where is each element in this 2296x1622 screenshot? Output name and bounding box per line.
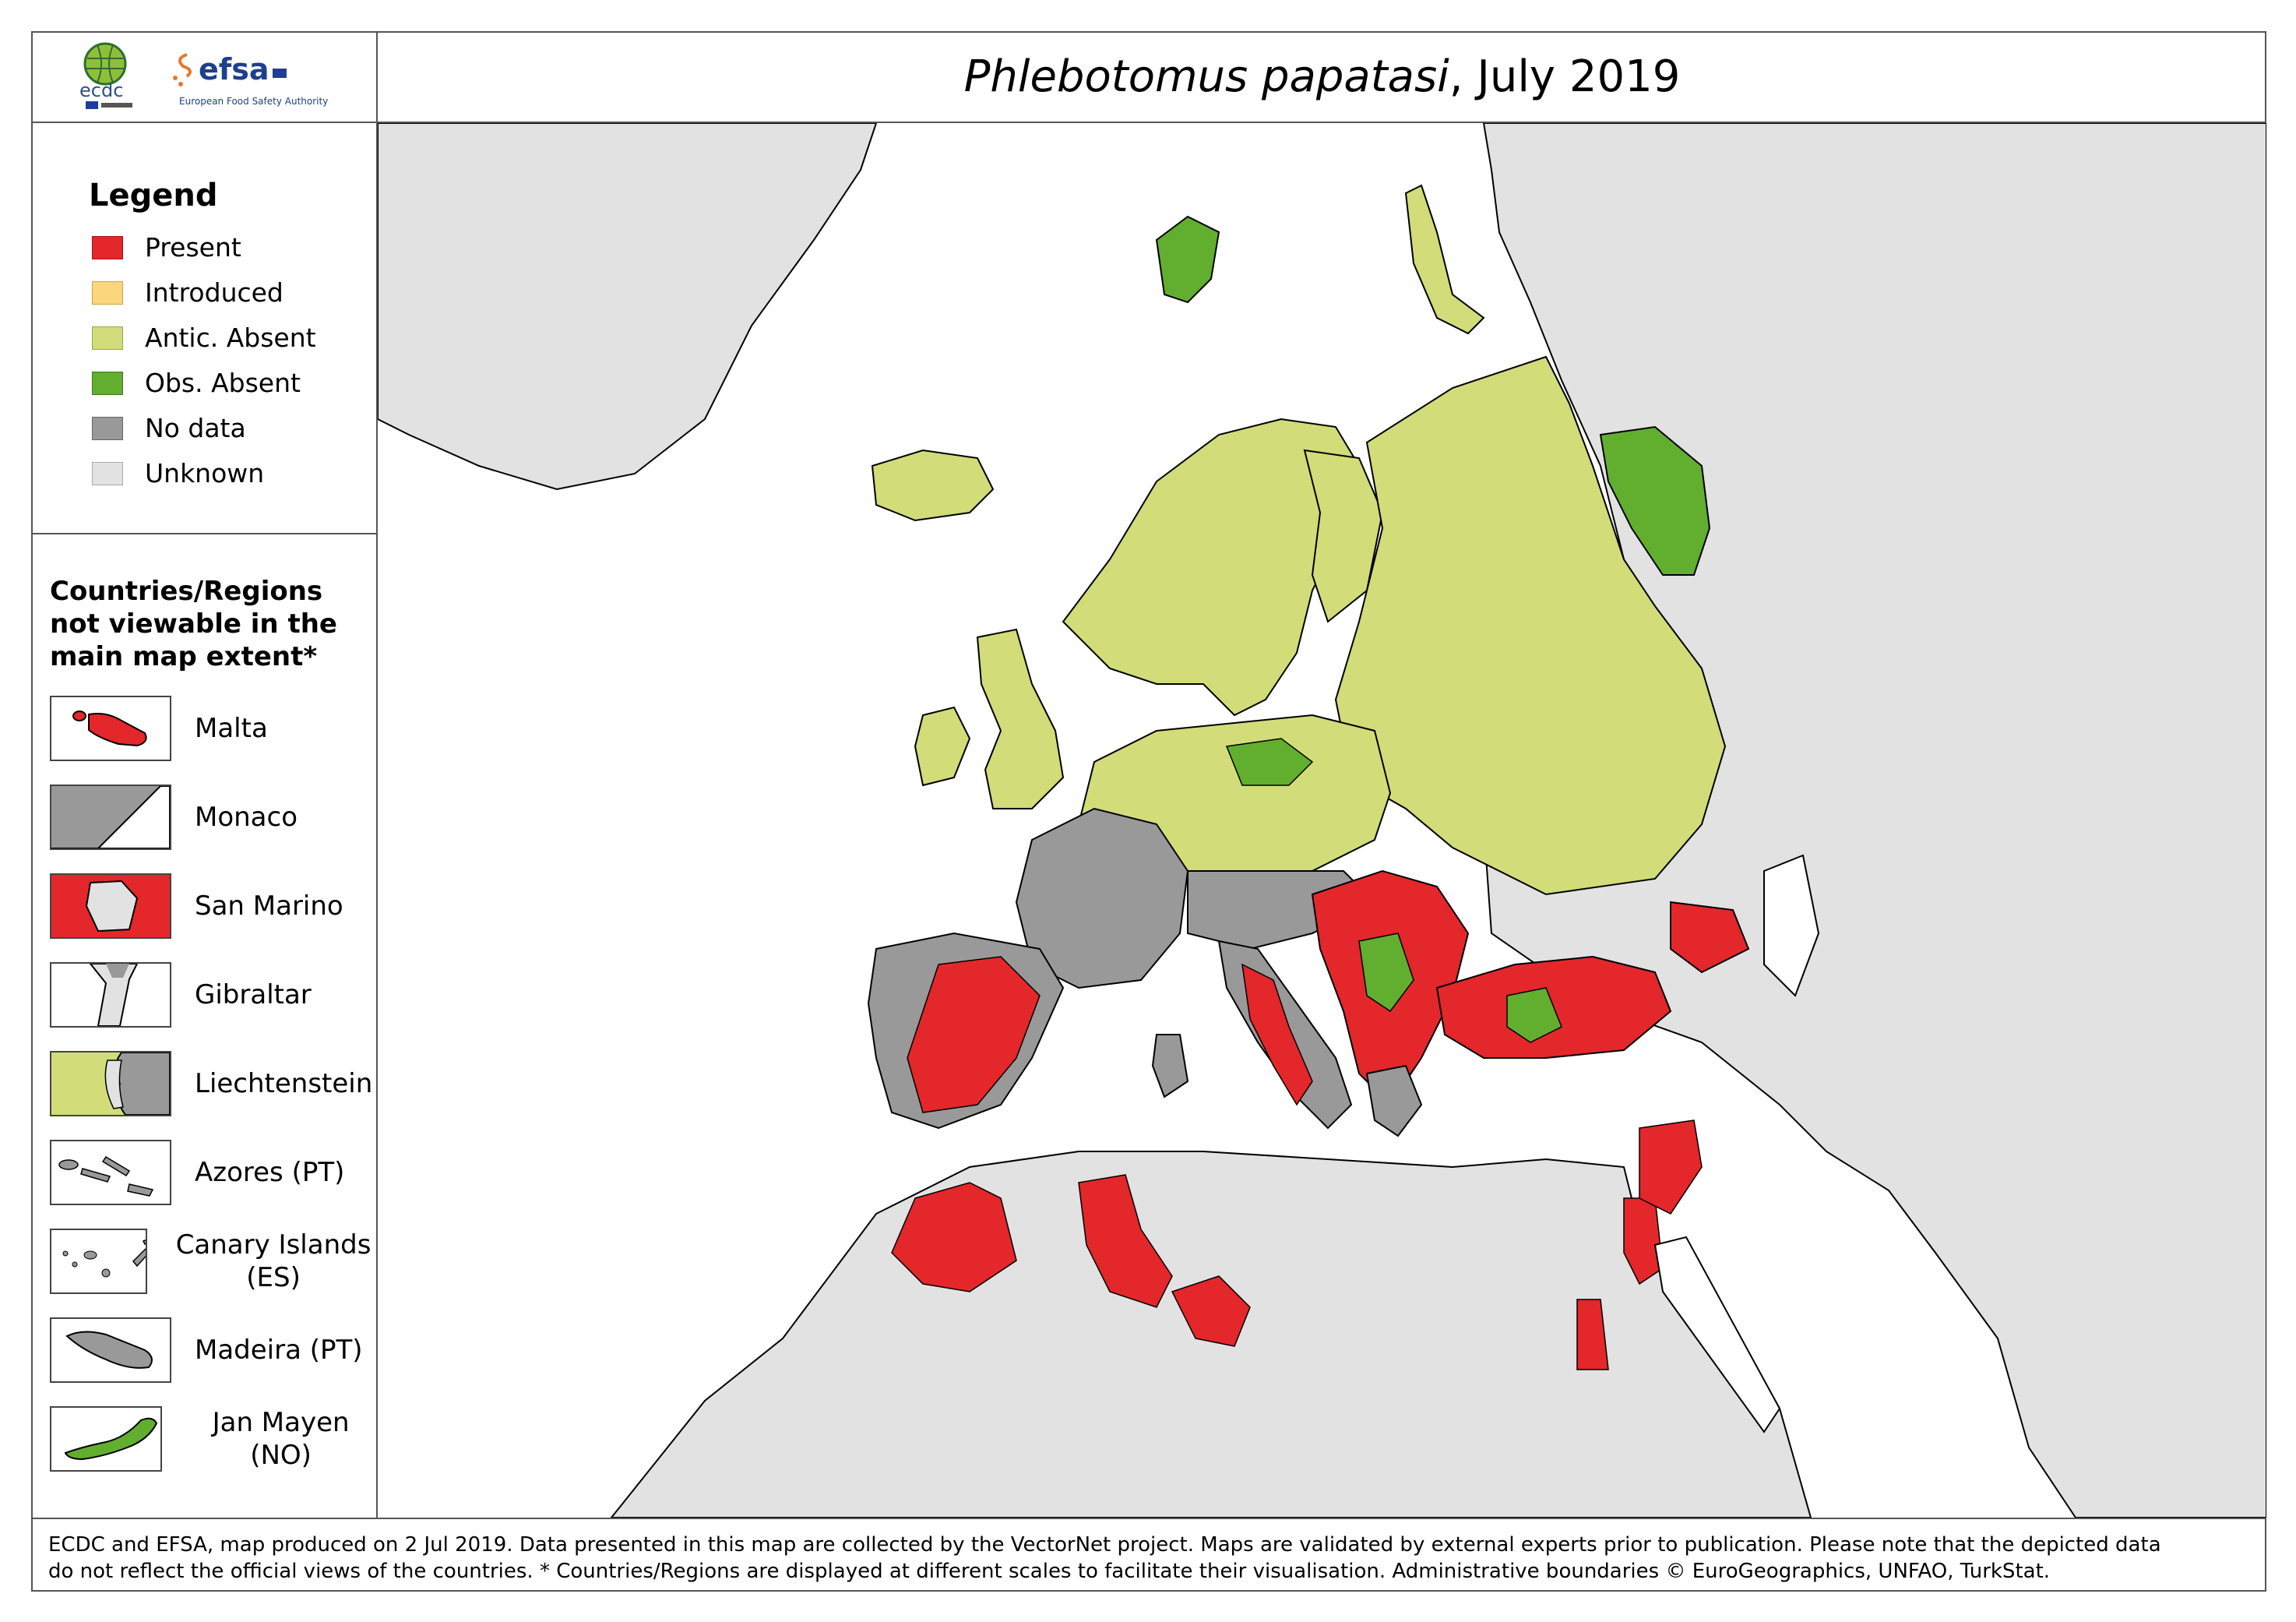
inset-label: Malta bbox=[195, 713, 268, 744]
red-sea bbox=[1653, 1236, 1781, 1433]
ecdc-text: ecdc bbox=[79, 79, 123, 101]
legend-label: No data bbox=[145, 413, 246, 443]
finland bbox=[1303, 449, 1384, 623]
balkans-obs-absent bbox=[1358, 933, 1414, 1013]
legend-item-no-data: No data bbox=[92, 413, 246, 443]
legend-item-unknown: Unknown bbox=[92, 458, 264, 488]
inset-label: San Marino bbox=[195, 890, 343, 922]
inset-box bbox=[50, 1406, 163, 1472]
inset-malta: Malta bbox=[50, 696, 268, 761]
tunisia-present bbox=[1171, 1275, 1251, 1347]
middle-east-present bbox=[1639, 1120, 1703, 1215]
footer: ECDC and EFSA, map produced on 2 Jul 201… bbox=[31, 1518, 2266, 1592]
legend-item-obs-absent: Obs. Absent bbox=[92, 368, 301, 398]
map-title: Phlebotomus papatasi, July 2019 bbox=[964, 51, 1681, 102]
svalbard bbox=[1155, 215, 1220, 304]
title-species: Phlebotomus papatasi bbox=[963, 51, 1449, 102]
novaya-zemlya bbox=[1404, 184, 1485, 335]
inset-heading: Countries/Regions not viewable in the ma… bbox=[50, 576, 337, 672]
title-date: , July 2019 bbox=[1449, 51, 1681, 102]
inset-label: Gibraltar bbox=[195, 979, 312, 1010]
swatch-no-data bbox=[92, 416, 123, 440]
turkey-obs-absent bbox=[1506, 987, 1562, 1043]
swatch-unknown bbox=[92, 461, 123, 485]
greece bbox=[1365, 1064, 1423, 1137]
inset-label: Madeira (PT) bbox=[195, 1335, 363, 1366]
ecdc-logo: ecdc bbox=[79, 42, 132, 109]
inset-monaco: Monaco bbox=[50, 785, 298, 850]
footer-line-2: do not reflect the official views of the… bbox=[48, 1560, 2051, 1583]
inset-box bbox=[50, 785, 171, 850]
legend-label: Unknown bbox=[145, 458, 265, 488]
inset-label: Jan Mayen (NO) bbox=[212, 1407, 350, 1471]
ireland bbox=[914, 706, 971, 787]
iberia-present bbox=[907, 956, 1041, 1113]
greenland bbox=[378, 123, 878, 491]
italy-present bbox=[1241, 963, 1313, 1106]
algeria-present bbox=[1078, 1174, 1173, 1308]
efsa-text: efsa bbox=[199, 52, 269, 86]
inset-madeira: Madeira (PT) bbox=[50, 1317, 363, 1383]
inset-box bbox=[50, 1051, 171, 1116]
efsa-subtitle: European Food Safety Authority bbox=[179, 96, 328, 107]
inset-label: Monaco bbox=[195, 802, 298, 833]
caspian-sea bbox=[1763, 854, 1820, 997]
legend-item-antic-absent: Antic. Absent bbox=[92, 323, 316, 353]
swatch-obs-absent bbox=[92, 371, 123, 395]
map-canvas bbox=[378, 123, 2266, 1518]
poland-obs-absent bbox=[1225, 738, 1314, 786]
legend-item-introduced: Introduced bbox=[92, 277, 283, 308]
russia-west bbox=[1334, 355, 1727, 896]
legend: Legend Present Introduced Antic. Absent … bbox=[31, 123, 376, 534]
swatch-antic-absent bbox=[92, 326, 123, 350]
inset-box bbox=[50, 1140, 171, 1205]
inset-box bbox=[50, 962, 171, 1028]
efsa-logo: efsa European Food Safety Authority bbox=[173, 52, 328, 107]
sardinia bbox=[1151, 1034, 1189, 1098]
inset-box bbox=[50, 1317, 171, 1383]
inset-box bbox=[50, 873, 171, 939]
legend-label: Present bbox=[145, 232, 241, 263]
morocco-present bbox=[891, 1182, 1017, 1292]
inset-canary-islands: Canary Islands (ES) bbox=[50, 1229, 376, 1294]
inset-azores: Azores (PT) bbox=[50, 1140, 344, 1205]
iceland bbox=[871, 449, 995, 522]
inset-san-marino: San Marino bbox=[50, 873, 343, 939]
inset-liechtenstein: Liechtenstein bbox=[50, 1051, 372, 1116]
legend-label: Antic. Absent bbox=[145, 323, 316, 353]
swatch-introduced bbox=[92, 280, 123, 305]
sudan-present bbox=[1576, 1299, 1609, 1370]
main-map bbox=[378, 123, 2266, 1518]
swatch-present bbox=[92, 235, 123, 259]
russia-obs-absent bbox=[1599, 425, 1711, 576]
footer-line-1: ECDC and EFSA, map produced on 2 Jul 201… bbox=[48, 1533, 2161, 1557]
legend-label: Introduced bbox=[145, 277, 283, 308]
legend-item-present: Present bbox=[92, 232, 241, 263]
legend-heading: Legend bbox=[89, 178, 218, 213]
inset-label: Canary Islands (ES) bbox=[175, 1229, 372, 1293]
legend-panel: Legend Present Introduced Antic. Absent … bbox=[31, 123, 378, 1518]
legend-label: Obs. Absent bbox=[145, 368, 301, 398]
inset-box bbox=[50, 1229, 148, 1294]
france bbox=[1015, 807, 1189, 989]
great-britain bbox=[976, 628, 1065, 809]
title-bar: Phlebotomus papatasi, July 2019 bbox=[378, 31, 2266, 123]
inset-gibraltar: Gibraltar bbox=[50, 962, 312, 1028]
inset-label: Liechtenstein bbox=[195, 1068, 373, 1099]
logo-box: ecdc efsa European Food Safety Authority bbox=[31, 31, 378, 123]
caucasus bbox=[1670, 901, 1750, 974]
inset-box bbox=[50, 696, 171, 761]
inset-jan-mayen: Jan Mayen (NO) bbox=[50, 1406, 376, 1472]
logos: ecdc efsa European Food Safety Authority bbox=[79, 42, 328, 109]
inset-label: Azores (PT) bbox=[195, 1157, 345, 1188]
